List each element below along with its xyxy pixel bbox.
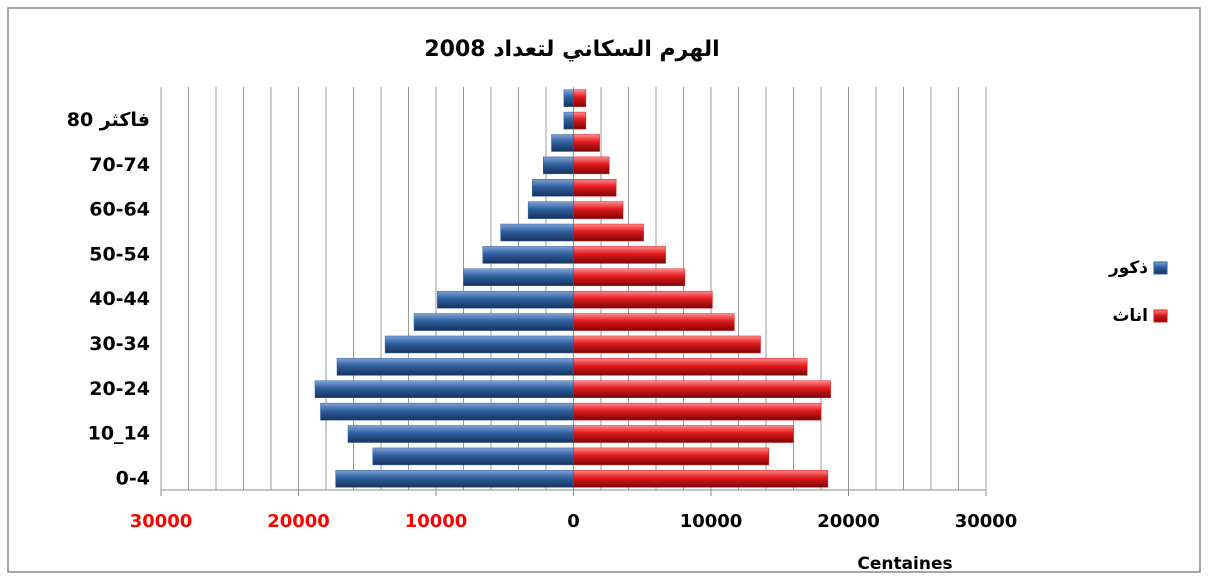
bar: [573, 134, 600, 152]
bar: [573, 335, 761, 354]
legend-swatch: [1153, 261, 1168, 275]
bar: [335, 470, 574, 488]
legend-label: ذكور: [1108, 258, 1148, 278]
legend-swatch: [1153, 309, 1168, 323]
bar: [573, 179, 617, 197]
bar: [573, 470, 829, 488]
y-tick-label: 80 فاكثر: [67, 109, 150, 131]
bar: [551, 134, 574, 152]
bar: [573, 111, 587, 130]
bar: [573, 268, 686, 287]
bar: [573, 358, 808, 376]
bar: [573, 223, 644, 242]
bar: [543, 156, 574, 175]
chart-title: الهرم السكاني لتعداد 2008: [424, 37, 719, 62]
bar: [573, 402, 822, 421]
y-tick-label: 20-24: [89, 378, 150, 400]
bar: [336, 358, 574, 376]
x-tick-label: 30000: [955, 511, 1018, 532]
bar: [372, 447, 574, 466]
bar: [563, 111, 574, 130]
bar: [573, 380, 831, 398]
bar: [573, 447, 769, 466]
bar: [573, 246, 666, 264]
x-axis-label: Centaines: [857, 554, 952, 574]
bar: [482, 246, 574, 264]
x-tick-label: 0: [567, 511, 580, 532]
bar: [437, 290, 574, 309]
x-tick-label: 10000: [405, 511, 468, 532]
bar: [573, 201, 624, 219]
y-tick-label: 30-34: [89, 333, 150, 355]
y-tick-label: 70-74: [89, 154, 150, 176]
bar: [573, 313, 735, 331]
y-tick-label: 60-64: [89, 199, 150, 221]
bar: [573, 89, 587, 107]
x-tick-label: 20000: [267, 511, 330, 532]
bar: [573, 156, 610, 175]
x-tick-label: 30000: [130, 511, 193, 532]
bar: [573, 425, 794, 443]
y-tick-label: 50-54: [89, 243, 150, 265]
bar: [413, 313, 574, 331]
bar: [563, 89, 574, 107]
bar: [532, 179, 574, 197]
y-tick-label: 10_14: [88, 423, 150, 445]
y-tick-label: 40-44: [89, 288, 150, 310]
bar: [463, 268, 574, 287]
bar: [527, 201, 574, 219]
legend-label: اناث: [1112, 306, 1148, 326]
bar: [500, 223, 574, 242]
bar: [314, 380, 574, 398]
x-tick-label: 20000: [817, 511, 880, 532]
y-tick-label: 0-4: [116, 467, 150, 489]
bar: [384, 335, 574, 354]
bar: [347, 425, 574, 443]
x-tick-label: 10000: [680, 511, 743, 532]
bar: [320, 402, 574, 421]
bar: [573, 290, 713, 309]
